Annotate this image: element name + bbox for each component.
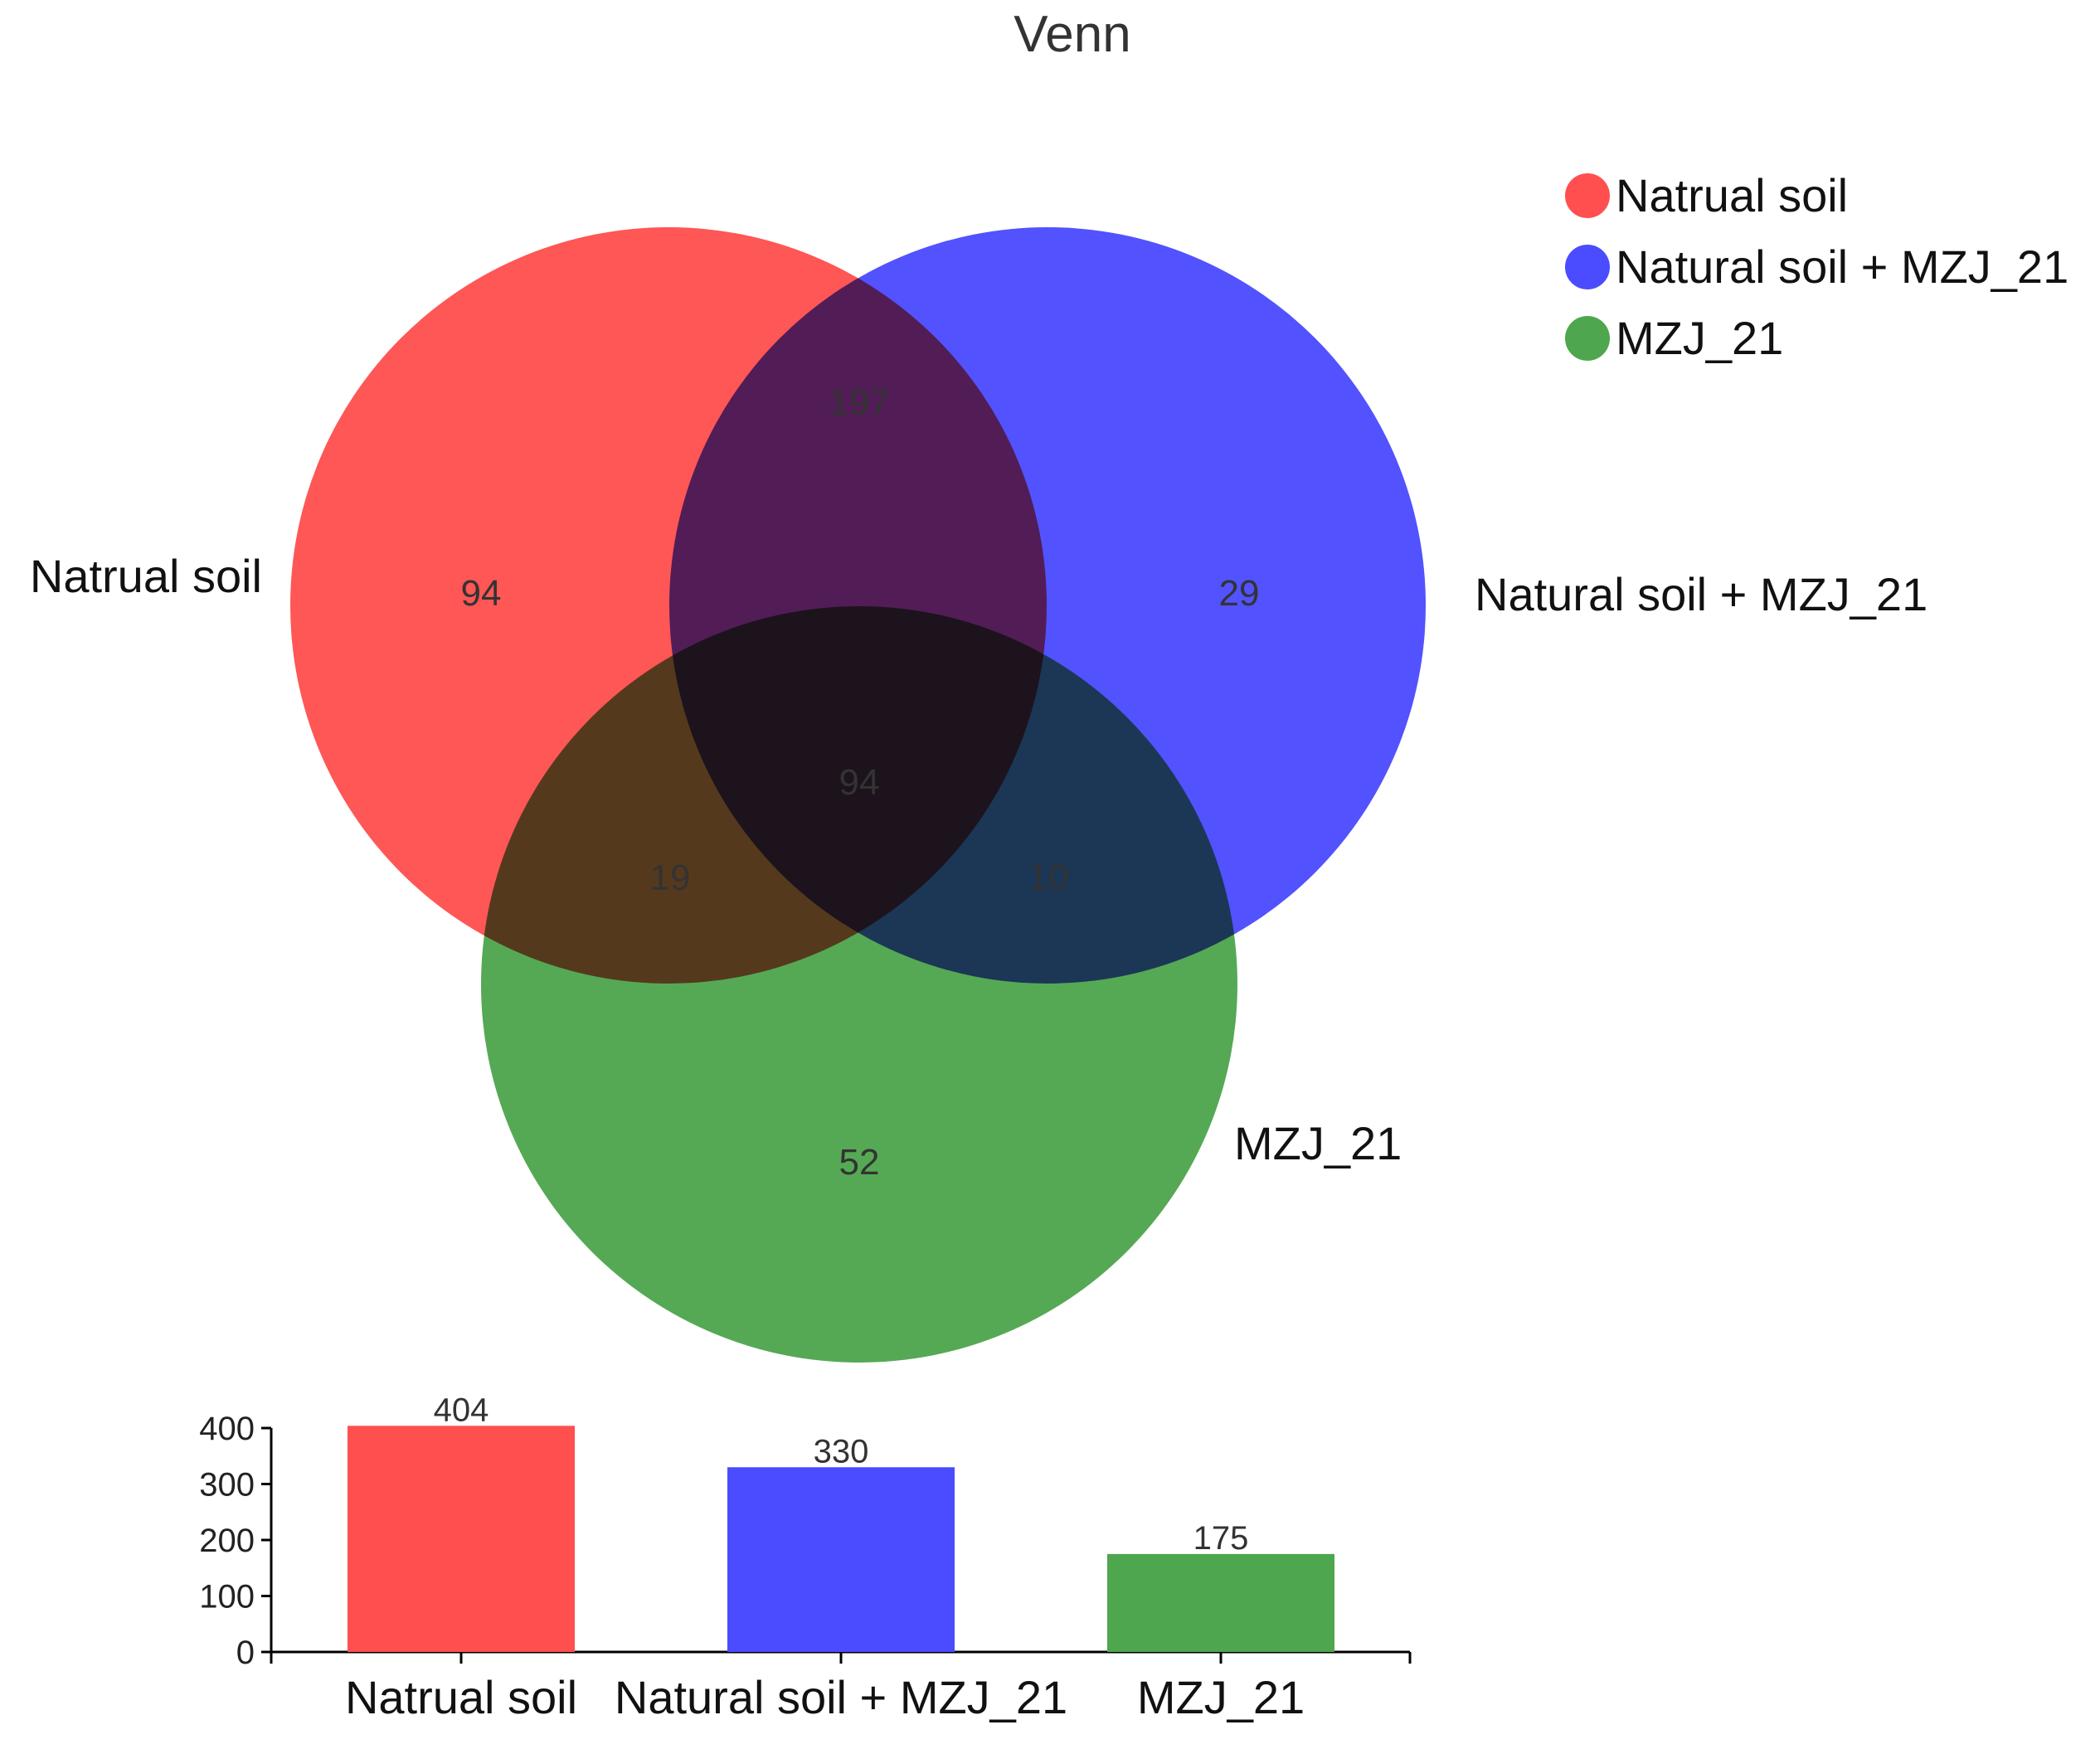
venn-region-value-natural-soil-mzj-21-mzj-21: 10 <box>1028 857 1069 898</box>
venn-region-labels: 94 29 52 197 19 10 94 <box>461 382 1260 1183</box>
venn-region-value-natrual-soil-mzj-21: 19 <box>650 857 691 898</box>
legend-label: Natural soil + MZJ_21 <box>1616 240 2068 293</box>
y-tick-label: 300 <box>199 1467 255 1504</box>
bar-value-label: 404 <box>434 1392 489 1428</box>
venn-region-value-natural-soil-mzj-21: 29 <box>1219 573 1260 614</box>
venn-circle-mzj-21[interactable] <box>481 606 1237 1363</box>
bar-natrual-soil[interactable] <box>348 1426 575 1652</box>
x-tick-label: Natrual soil <box>345 1671 577 1723</box>
venn-region-value-natrual-soil: 94 <box>461 573 502 614</box>
bar-value-label: 175 <box>1193 1520 1249 1557</box>
venn-region-value-natrual-soil-natural-soil-mzj-21: 197 <box>829 382 889 423</box>
legend-item-natrual-soil[interactable]: Natrual soil <box>1565 169 1848 221</box>
legend-item-mzj-21[interactable]: MZJ_21 <box>1565 312 1783 364</box>
legend-label: MZJ_21 <box>1616 312 1783 364</box>
y-tick-label: 100 <box>199 1579 255 1615</box>
venn-set-label-natural-soil-mzj-21: Natural soil + MZJ_21 <box>1475 568 1927 620</box>
bar-mzj-21[interactable] <box>1107 1553 1334 1652</box>
bar-chart: 0 100 200 300 400 404 Natrual soil 330 Natural s… <box>199 1392 1412 1723</box>
venn-region-value-mzj-21: 52 <box>839 1142 880 1183</box>
venn-set-labels: Natrual soil Natural soil + MZJ_21 MZJ_21 <box>30 550 1927 1169</box>
y-tick-label: 200 <box>199 1523 255 1559</box>
legend-item-natural-soil-mzj-21[interactable]: Natural soil + MZJ_21 <box>1565 240 2068 293</box>
legend[interactable]: Natrual soil Natural soil + MZJ_21 MZJ_21 <box>1565 169 2068 364</box>
bar-natural-soil-mzj-21[interactable] <box>727 1467 955 1652</box>
x-tick-label: MZJ_21 <box>1137 1671 1305 1723</box>
venn-region-value-natrual-soil-natural-soil-mzj-21-mzj-21: 94 <box>839 762 880 803</box>
y-tick-label: 400 <box>199 1411 255 1447</box>
venn-circles <box>290 227 1426 1363</box>
y-tick-label: 0 <box>236 1635 255 1671</box>
legend-swatch <box>1565 245 1610 289</box>
legend-swatch <box>1565 173 1610 218</box>
chart-title: Venn <box>1014 6 1130 63</box>
bar-value-label: 330 <box>814 1433 869 1470</box>
legend-swatch <box>1565 316 1610 361</box>
x-tick-label: Natural soil + MZJ_21 <box>615 1671 1067 1723</box>
legend-label: Natrual soil <box>1616 169 1848 221</box>
venn-set-label-mzj-21: MZJ_21 <box>1234 1117 1402 1169</box>
venn-set-label-natrual-soil: Natrual soil <box>30 550 262 602</box>
